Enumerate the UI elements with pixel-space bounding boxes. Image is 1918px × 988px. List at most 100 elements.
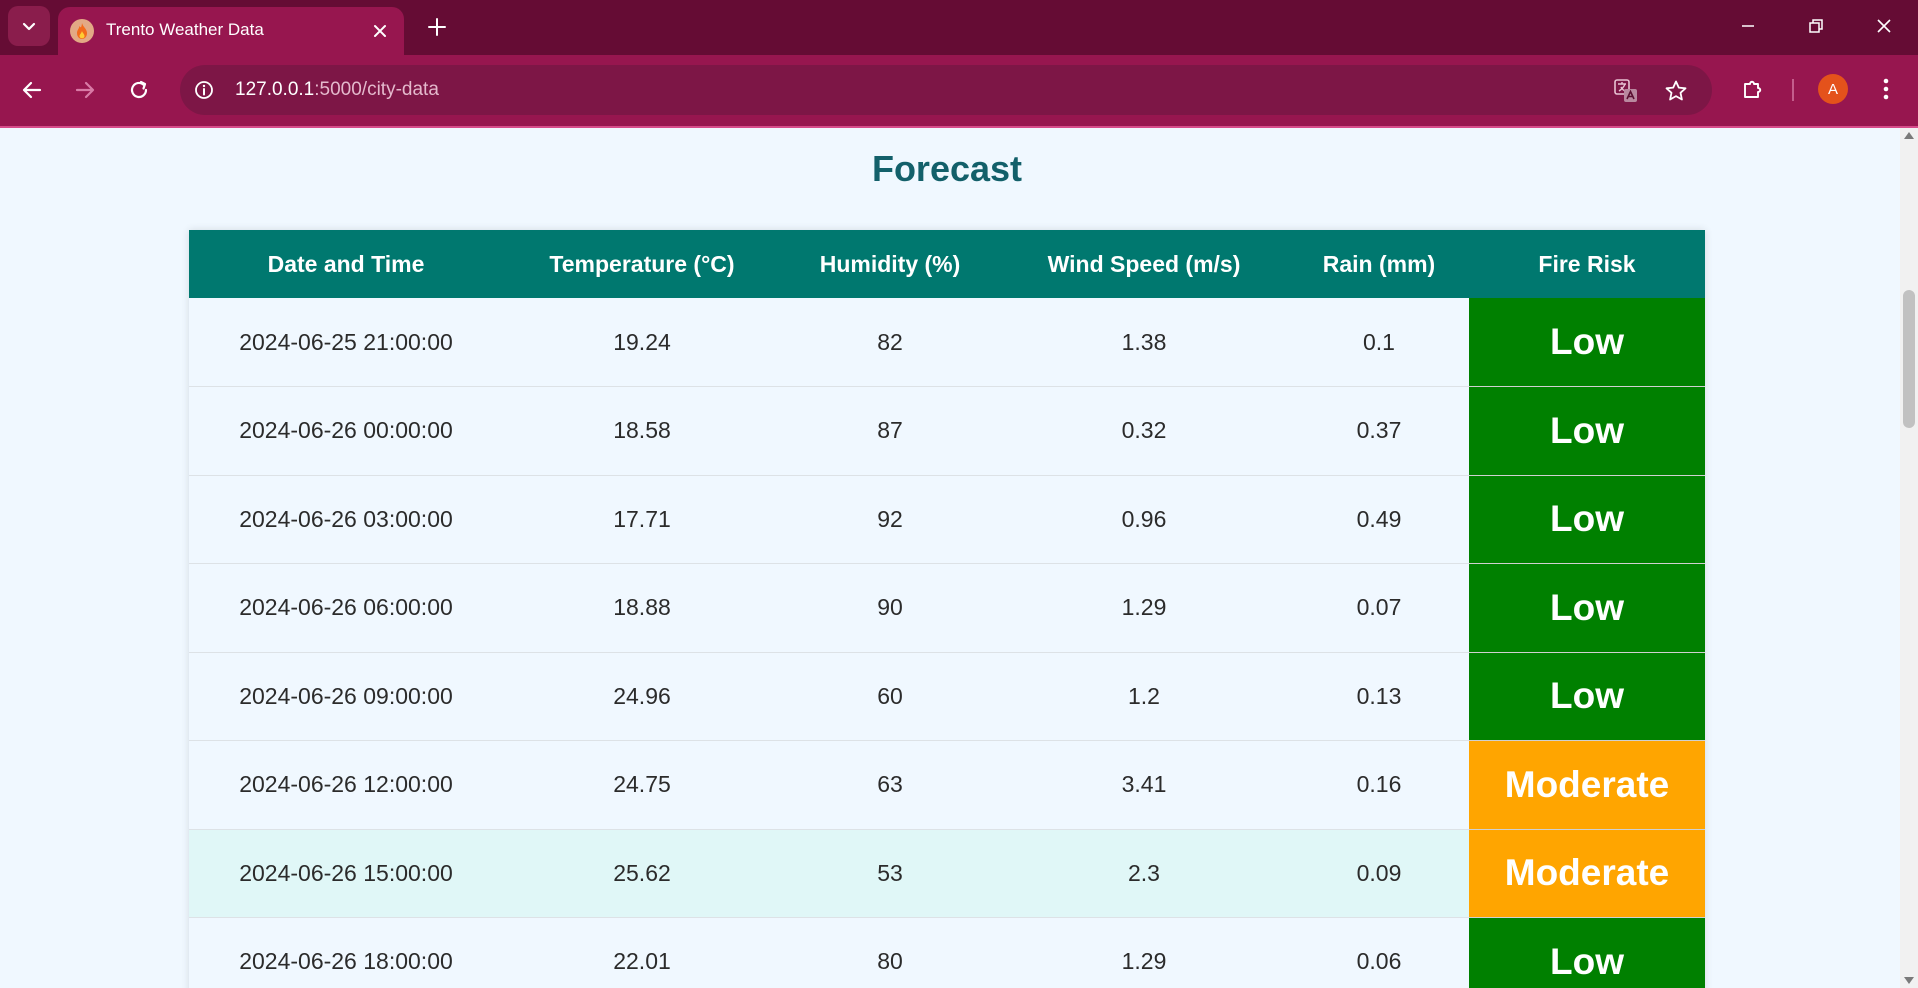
cell-temperature: 24.96	[503, 652, 781, 741]
cell-date-time: 2024-06-26 00:00:00	[189, 386, 503, 476]
reload-icon	[130, 80, 148, 99]
cell-humidity: 53	[781, 829, 999, 918]
extensions-button[interactable]	[1735, 71, 1771, 107]
cell-humidity: 82	[781, 298, 999, 387]
scroll-thumb[interactable]	[1903, 290, 1915, 428]
cell-date-time: 2024-06-25 21:00:00	[189, 298, 503, 387]
cell-temperature: 22.01	[503, 917, 781, 988]
table-row: 2024-06-26 03:00:00 17.71 92 0.96 0.49 Low	[189, 475, 1705, 564]
tab-search-button[interactable]	[8, 6, 50, 46]
back-button[interactable]	[12, 70, 52, 110]
vertical-scrollbar[interactable]	[1900, 128, 1918, 988]
plus-icon	[428, 18, 446, 36]
cell-fire-risk: Low	[1469, 386, 1705, 476]
cell-date-time: 2024-06-26 12:00:00	[189, 740, 503, 830]
cell-date-time: 2024-06-26 03:00:00	[189, 475, 503, 564]
column-header-date-time: Date and Time	[189, 230, 503, 298]
browser-toolbar: 127.0.0.1:5000/city-data A	[0, 55, 1918, 128]
cell-rain: 0.09	[1289, 829, 1469, 918]
page-title: Forecast	[871, 148, 1023, 189]
tab-close-button[interactable]	[368, 19, 392, 43]
reload-button[interactable]	[119, 70, 159, 110]
star-icon	[1665, 80, 1687, 101]
translate-button[interactable]	[1612, 77, 1640, 105]
cell-fire-risk: Low	[1469, 652, 1705, 741]
table-row: 2024-06-26 09:00:00 24.96 60 1.2 0.13 Low	[189, 652, 1705, 741]
column-header-rain: Rain (mm)	[1289, 230, 1469, 298]
column-header-wind-speed: Wind Speed (m/s)	[999, 230, 1289, 298]
cell-date-time: 2024-06-26 18:00:00	[189, 917, 503, 988]
cell-wind-speed: 1.2	[999, 652, 1289, 741]
more-menu-icon	[1883, 78, 1889, 100]
url-path: :5000/city-data	[314, 79, 439, 100]
url-host: 127.0.0.1	[235, 79, 315, 100]
cell-temperature: 24.75	[503, 740, 781, 830]
fire-icon	[70, 19, 94, 43]
cell-fire-risk: Low	[1469, 563, 1705, 653]
cell-humidity: 63	[781, 740, 999, 830]
forecast-table: Date and Time Temperature (°C) Humidity …	[189, 230, 1705, 988]
restore-button[interactable]	[1796, 8, 1836, 44]
translate-icon	[1614, 79, 1637, 102]
browser-tab-bar: Trento Weather Data	[0, 0, 1918, 55]
cell-humidity: 60	[781, 652, 999, 741]
more-menu-button[interactable]	[1868, 71, 1904, 107]
minimize-button[interactable]	[1728, 8, 1768, 44]
cell-humidity: 80	[781, 917, 999, 988]
toolbar-separator	[1792, 79, 1794, 101]
cell-wind-speed: 2.3	[999, 829, 1289, 918]
column-header-temperature: Temperature (°C)	[503, 230, 781, 298]
cell-rain: 0.07	[1289, 563, 1469, 653]
cell-wind-speed: 1.38	[999, 298, 1289, 387]
table-row: 2024-06-25 21:00:00 19.24 82 1.38 0.1 Low	[189, 298, 1705, 387]
table-row: 2024-06-26 15:00:00 25.62 53 2.3 0.09 Moderat…	[189, 829, 1705, 918]
table-header-row: Date and Time Temperature (°C) Humidity …	[189, 230, 1705, 298]
table-row: 2024-06-26 12:00:00 24.75 63 3.41 0.16 Modera…	[189, 740, 1705, 830]
scroll-down-arrow[interactable]	[1904, 977, 1914, 984]
browser-tab[interactable]: Trento Weather Data	[58, 7, 404, 55]
cell-temperature: 19.24	[503, 298, 781, 387]
cell-wind-speed: 0.32	[999, 386, 1289, 476]
cell-rain: 0.49	[1289, 475, 1469, 564]
table-row: 2024-06-26 00:00:00 18.58 87 0.32 0.37 Low	[189, 386, 1705, 476]
close-icon	[374, 25, 386, 37]
new-tab-button[interactable]	[422, 12, 452, 42]
cell-humidity: 90	[781, 563, 999, 653]
toolbar-bottom-border	[0, 126, 1918, 128]
restore-icon	[1809, 19, 1823, 33]
minimize-icon	[1742, 25, 1754, 27]
cell-date-time: 2024-06-26 09:00:00	[189, 652, 503, 741]
cell-temperature: 18.58	[503, 386, 781, 476]
extensions-icon	[1744, 80, 1762, 98]
site-info-icon	[195, 81, 213, 99]
cell-rain: 0.37	[1289, 386, 1469, 476]
cell-rain: 0.13	[1289, 652, 1469, 741]
cell-temperature: 17.71	[503, 475, 781, 564]
column-header-humidity: Humidity (%)	[781, 230, 999, 298]
table-row: 2024-06-26 18:00:00 22.01 80 1.29 0.06 Low	[189, 917, 1705, 988]
cell-temperature: 25.62	[503, 829, 781, 918]
cell-fire-risk: Low	[1469, 475, 1705, 564]
address-bar[interactable]: 127.0.0.1:5000/city-data	[180, 65, 1712, 115]
window-close-icon	[1877, 19, 1891, 33]
table-row: 2024-06-26 06:00:00 18.88 90 1.29 0.07 Low	[189, 563, 1705, 653]
forward-button[interactable]	[65, 70, 105, 110]
tab-title: Trento Weather Data	[106, 20, 264, 39]
column-header-fire-risk: Fire Risk	[1469, 230, 1705, 298]
cell-fire-risk: Low	[1469, 298, 1705, 387]
back-arrow-icon	[22, 81, 42, 99]
cell-fire-risk: Low	[1469, 917, 1705, 988]
cell-rain: 0.1	[1289, 298, 1469, 387]
table-body: 2024-06-25 21:00:00 19.24 82 1.38 0.1 Low 2024…	[189, 298, 1705, 988]
cell-date-time: 2024-06-26 15:00:00	[189, 829, 503, 918]
bookmark-button[interactable]	[1662, 77, 1690, 105]
profile-avatar[interactable]: A	[1818, 74, 1848, 104]
url-text: 127.0.0.1:5000/city-data	[235, 79, 439, 101]
site-info-button[interactable]	[192, 78, 216, 102]
cell-humidity: 87	[781, 386, 999, 476]
cell-rain: 0.06	[1289, 917, 1469, 988]
cell-wind-speed: 3.41	[999, 740, 1289, 830]
scroll-up-arrow[interactable]	[1904, 132, 1914, 139]
tab-search-icon	[22, 22, 36, 31]
window-close-button[interactable]	[1864, 8, 1904, 44]
